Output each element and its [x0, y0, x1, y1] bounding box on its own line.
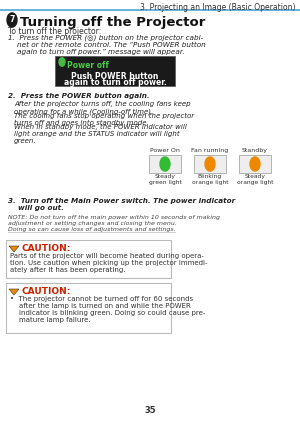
Circle shape [205, 157, 215, 171]
FancyBboxPatch shape [149, 155, 181, 173]
Circle shape [7, 13, 17, 27]
Text: Standby: Standby [242, 148, 268, 153]
Text: Parts of the projector will become heated during opera-
tion. Use caution when p: Parts of the projector will become heate… [10, 253, 208, 273]
Text: !: ! [13, 247, 15, 252]
Polygon shape [9, 246, 19, 252]
Text: 3. Projecting an Image (Basic Operation): 3. Projecting an Image (Basic Operation) [140, 3, 295, 12]
Text: Push POWER button: Push POWER button [71, 72, 159, 81]
FancyBboxPatch shape [194, 155, 226, 173]
Text: •  The projector cannot be turned off for 60 seconds
    after the lamp is turne: • The projector cannot be turned off for… [10, 296, 206, 323]
Text: CAUTION:: CAUTION: [22, 244, 71, 253]
Text: To turn off the projector:: To turn off the projector: [8, 27, 101, 36]
Text: 3.  Turn off the Main Power switch. The power indicator
    will go out.: 3. Turn off the Main Power switch. The p… [8, 198, 235, 211]
Text: After the projector turns off, the cooling fans keep
operating for a while (Cool: After the projector turns off, the cooli… [14, 101, 190, 115]
Text: Power On: Power On [150, 148, 180, 153]
Circle shape [160, 157, 170, 171]
FancyBboxPatch shape [6, 283, 171, 333]
Text: CAUTION:: CAUTION: [22, 287, 71, 296]
Text: !: ! [13, 289, 15, 294]
Text: NOTE: Do not turn off the main power within 10 seconds of making
adjustment or s: NOTE: Do not turn off the main power wit… [8, 215, 220, 232]
Text: When in standby mode, the POWER indicator will
light orange and the STATUS indic: When in standby mode, the POWER indicato… [14, 124, 187, 144]
Text: again to turn off power.: again to turn off power. [64, 78, 167, 87]
Text: Fan running: Fan running [191, 148, 229, 153]
FancyBboxPatch shape [6, 240, 171, 278]
Text: Steady
orange light: Steady orange light [237, 174, 273, 185]
FancyBboxPatch shape [239, 155, 271, 173]
Text: 35: 35 [144, 406, 156, 415]
FancyBboxPatch shape [55, 56, 175, 86]
Text: 2.  Press the POWER button again.: 2. Press the POWER button again. [8, 93, 150, 99]
Text: The cooling fans stop operating when the projector
turns off and goes into stand: The cooling fans stop operating when the… [14, 113, 194, 126]
Text: Power off: Power off [67, 61, 109, 70]
Circle shape [59, 58, 65, 66]
Text: 7: 7 [9, 16, 15, 25]
Circle shape [250, 157, 260, 171]
Text: Blinking
orange light: Blinking orange light [192, 174, 228, 185]
Text: Turning off the Projector: Turning off the Projector [20, 16, 206, 29]
Polygon shape [9, 289, 19, 295]
Text: Steady
green light: Steady green light [148, 174, 182, 185]
Text: 1.  Press the POWER (◎) button on the projector cabi-
    net or the remote cont: 1. Press the POWER (◎) button on the pro… [8, 34, 206, 55]
